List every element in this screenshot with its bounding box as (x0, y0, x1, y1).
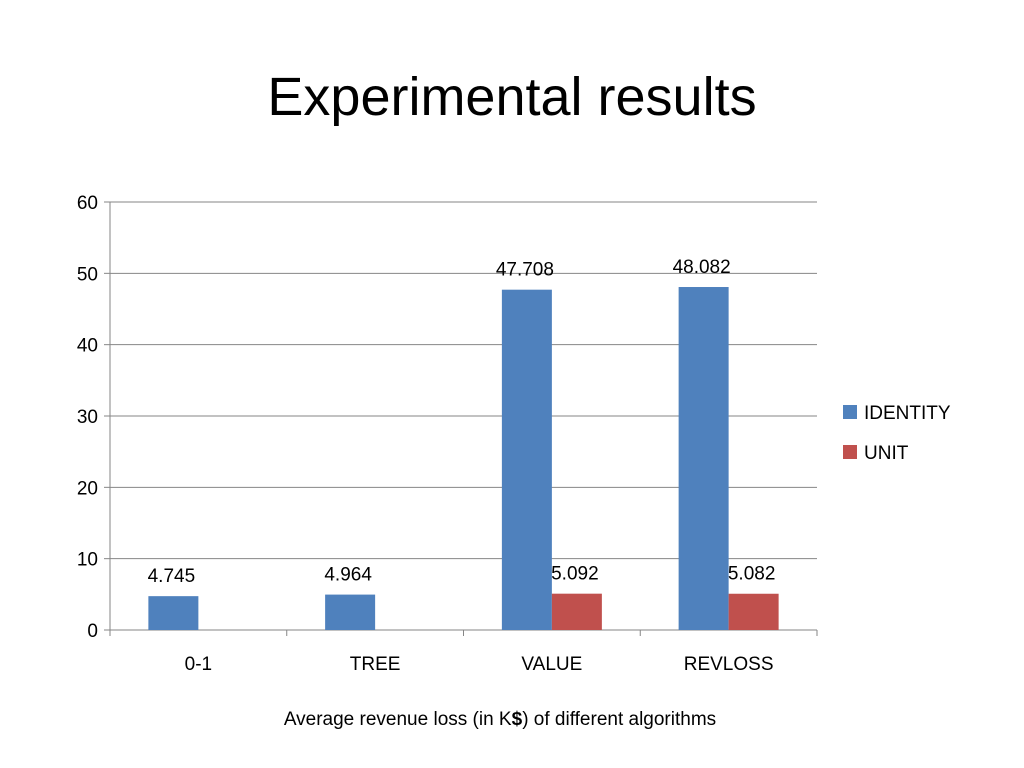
bar-identity-tree (325, 594, 376, 630)
legend-label-identity: IDENTITY (864, 403, 951, 424)
data-label: 48.082 (673, 257, 731, 278)
x-tick-label: 0-1 (185, 654, 212, 675)
chart-caption: Average revenue loss (in K$) of differen… (0, 706, 1000, 734)
data-label: 4.745 (148, 566, 196, 587)
y-tick-label: 30 (77, 407, 98, 428)
legend-swatch-unit (843, 445, 857, 459)
bar-identity-revloss (678, 287, 729, 630)
data-label: 5.092 (551, 564, 599, 585)
legend-label-unit: UNIT (864, 443, 909, 464)
x-tick-label: TREE (350, 654, 401, 675)
caption-text-end: ) of different algorithms (522, 709, 717, 730)
data-label: 5.082 (728, 564, 776, 585)
data-label: 47.708 (496, 260, 554, 281)
y-tick-label: 0 (87, 621, 98, 642)
y-tick-label: 60 (77, 193, 98, 214)
bar-unit-value (551, 593, 602, 630)
data-labels: 4.745 4.964 47.708 48.082 5.092 5.082 (148, 257, 776, 587)
bars (148, 287, 779, 630)
x-tick-label: VALUE (521, 654, 582, 675)
caption-text-start: Average revenue loss (in K (283, 709, 512, 730)
bar-identity-0-1 (148, 596, 199, 630)
x-tick-label: REVLOSS (684, 654, 774, 675)
y-tick-label: 50 (77, 264, 98, 285)
bar-identity-value (501, 289, 552, 630)
y-tick-label: 20 (77, 478, 98, 499)
y-tick-label: 40 (77, 336, 98, 357)
bar-unit-revloss (728, 593, 779, 630)
y-tick-label: 10 (77, 550, 98, 571)
legend: IDENTITY UNIT (843, 403, 951, 464)
legend-swatch-identity (843, 405, 857, 419)
slide-title: Experimental results (267, 67, 757, 127)
caption-currency-symbol: $ (511, 709, 523, 730)
gridlines (110, 201, 817, 560)
axes: 0 10 20 30 40 50 60 0-1 TREE VALUE REVLOSS (77, 193, 818, 675)
data-label: 4.964 (324, 565, 372, 586)
